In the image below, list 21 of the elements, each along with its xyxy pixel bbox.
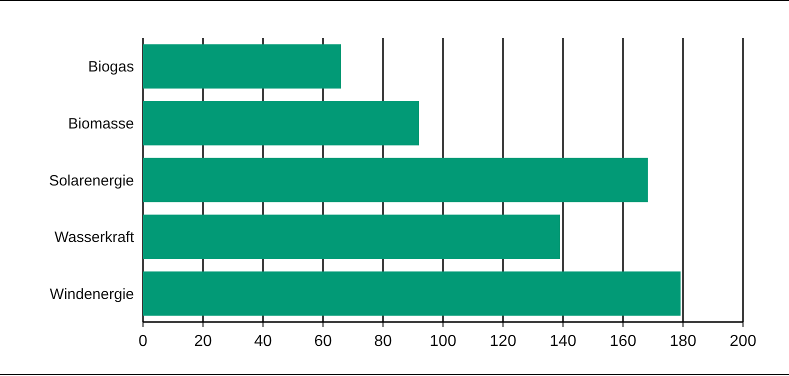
- y-tick-label: Biogas: [88, 58, 134, 76]
- x-tick-label: 200: [730, 333, 756, 350]
- bar: [143, 271, 681, 316]
- x-tick-label: 60: [314, 333, 332, 350]
- x-tick-label: 140: [550, 333, 576, 350]
- x-tick-label: 80: [374, 333, 392, 350]
- bar: [143, 101, 419, 146]
- y-tick-label: Biomasse: [68, 115, 134, 132]
- x-tick-label: 180: [670, 333, 696, 350]
- x-tick-label: 120: [490, 333, 516, 350]
- y-tick-label: Solarenergie: [48, 172, 134, 190]
- x-tick-label: 160: [610, 333, 636, 350]
- y-tick-label: Wasserkraft: [54, 229, 135, 246]
- bar: [143, 214, 560, 259]
- bar: [143, 44, 341, 89]
- x-tick-label: 100: [430, 333, 456, 350]
- y-tick-label: Windenergie: [50, 286, 134, 303]
- x-tick-label: 0: [138, 333, 148, 350]
- x-tick-label: 40: [254, 333, 272, 350]
- bar: [143, 158, 648, 202]
- x-tick-label: 20: [194, 333, 212, 350]
